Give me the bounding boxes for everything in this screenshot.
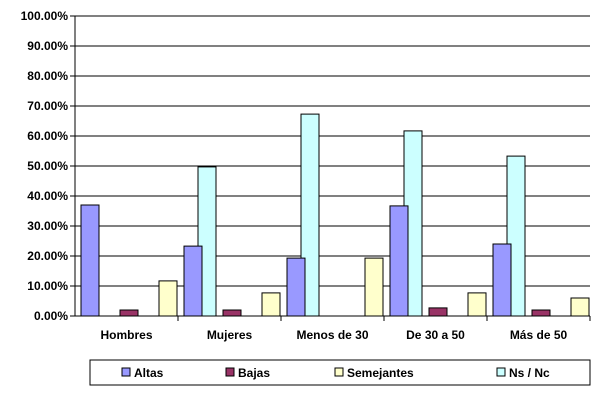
y-tick-label: 100.00% xyxy=(21,9,69,23)
y-tick-label: 60.00% xyxy=(27,129,68,143)
bar-bajas xyxy=(119,309,139,317)
bar-semejantes xyxy=(158,280,178,317)
legend-swatch xyxy=(225,367,235,377)
y-tick-label: 90.00% xyxy=(27,39,68,53)
x-tick-label: Más de 50 xyxy=(510,328,568,342)
x-tick-labels: Hombres Mujeres Menos de 30 De 30 a 50 Más d… xyxy=(100,328,567,342)
x-tick-label: Mujeres xyxy=(207,328,253,342)
y-tick-label: 0.00% xyxy=(34,309,68,323)
grid-lines xyxy=(75,15,590,287)
y-tick-label: 10.00% xyxy=(27,279,68,293)
y-tick-label: 80.00% xyxy=(27,69,68,83)
legend-label: Semejantes xyxy=(347,366,414,380)
bars xyxy=(80,113,590,317)
x-tick-label: De 30 a 50 xyxy=(406,328,465,342)
legend-swatch xyxy=(334,367,344,377)
legend-label: Ns / Nc xyxy=(509,366,550,380)
axes xyxy=(70,15,591,321)
bar-altas xyxy=(80,204,100,317)
legend-label: Altas xyxy=(134,366,164,380)
x-tick-label: Menos de 30 xyxy=(296,328,368,342)
legend-label: Bajas xyxy=(238,366,270,380)
bar-altas xyxy=(286,257,306,317)
legend-swatch xyxy=(121,367,131,377)
bar-altas xyxy=(389,205,409,317)
bar-altas xyxy=(183,245,203,317)
bar-semejantes xyxy=(261,292,281,317)
y-tick-label: 50.00% xyxy=(27,159,68,173)
y-tick-label: 70.00% xyxy=(27,99,68,113)
bar-bajas xyxy=(531,309,551,317)
bar-bajas xyxy=(222,309,242,317)
legend-swatch xyxy=(496,367,506,377)
bar-semejantes xyxy=(467,292,487,317)
y-tick-label: 40.00% xyxy=(27,189,68,203)
y-tick-label: 20.00% xyxy=(27,249,68,263)
bar-altas xyxy=(492,243,512,317)
x-tick-label: Hombres xyxy=(100,328,152,342)
y-tick-labels: 0.00% 10.00% 20.00% 30.00% 40.00% 50.00% 60.00… xyxy=(21,9,69,323)
y-tick-label: 30.00% xyxy=(27,219,68,233)
bar-semejantes xyxy=(364,257,384,317)
bar-bajas xyxy=(428,307,448,317)
legend: Altas Bajas Semejantes Ns / Nc xyxy=(89,359,591,386)
bar-semejantes xyxy=(570,297,590,317)
